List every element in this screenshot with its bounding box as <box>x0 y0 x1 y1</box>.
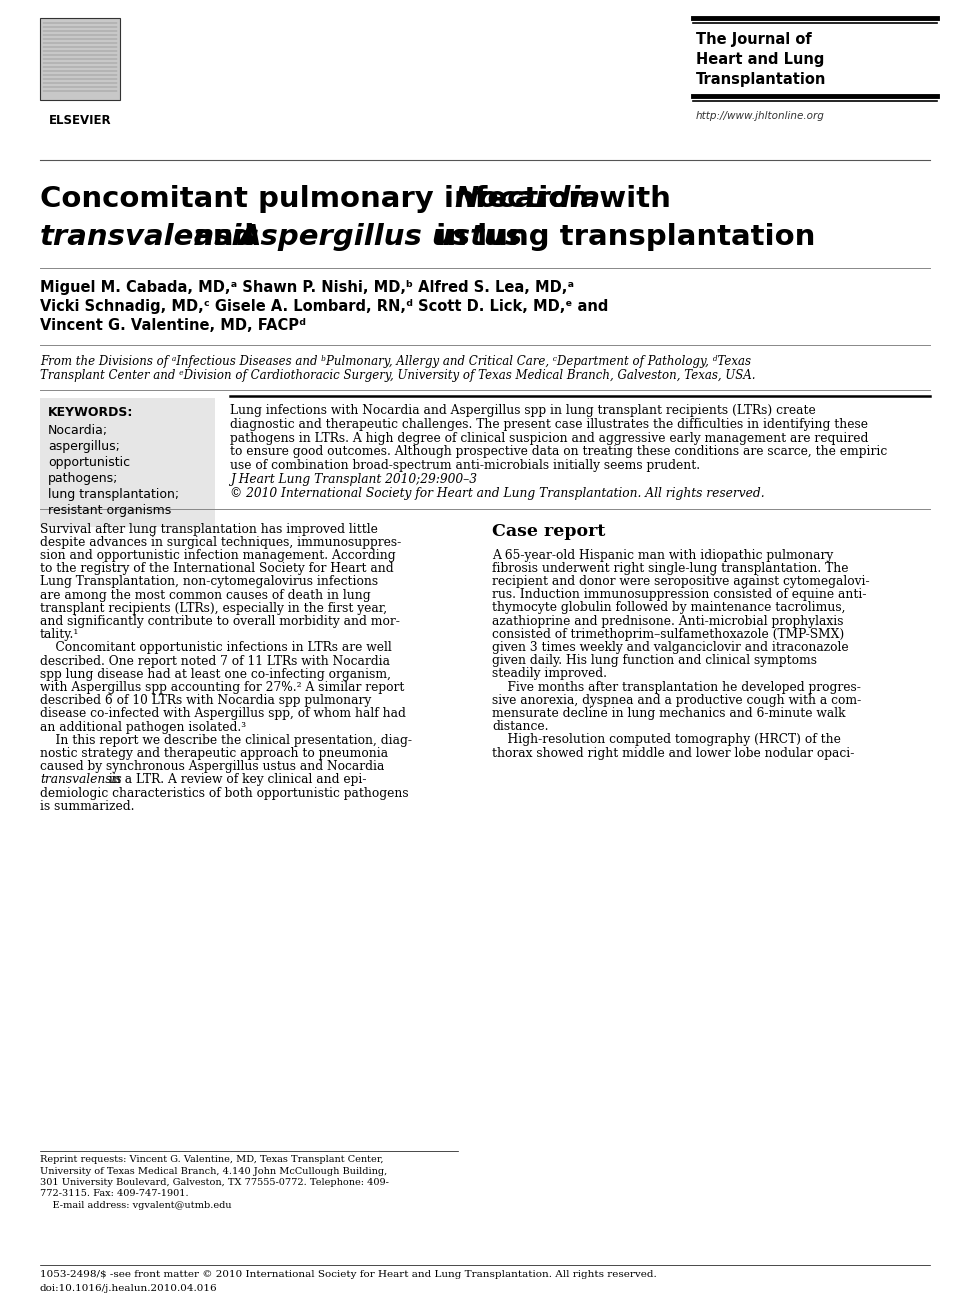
Text: recipient and donor were seropositive against cytomegalovi-: recipient and donor were seropositive ag… <box>492 576 869 589</box>
Text: transvalensis: transvalensis <box>40 223 260 251</box>
Text: are among the most common causes of death in lung: are among the most common causes of deat… <box>40 589 370 602</box>
Text: Vicki Schnadig, MD,ᶜ Gisele A. Lombard, RN,ᵈ Scott D. Lick, MD,ᵉ and: Vicki Schnadig, MD,ᶜ Gisele A. Lombard, … <box>40 299 608 315</box>
Text: Five months after transplantation he developed progres-: Five months after transplantation he dev… <box>492 681 861 693</box>
Text: and: and <box>183 223 265 251</box>
Text: with Aspergillus spp accounting for 27%.² A similar report: with Aspergillus spp accounting for 27%.… <box>40 681 404 694</box>
Text: spp lung disease had at least one co-infecting organism,: spp lung disease had at least one co-inf… <box>40 668 391 681</box>
Text: doi:10.1016/j.healun.2010.04.016: doi:10.1016/j.healun.2010.04.016 <box>40 1284 218 1293</box>
Text: steadily improved.: steadily improved. <box>492 667 607 680</box>
Text: caused by synchronous Aspergillus ustus and Nocardia: caused by synchronous Aspergillus ustus … <box>40 761 384 773</box>
Text: is summarized.: is summarized. <box>40 800 134 813</box>
Text: Lung Transplantation, non-cytomegalovirus infections: Lung Transplantation, non-cytomegaloviru… <box>40 576 378 589</box>
Text: sion and opportunistic infection management. According: sion and opportunistic infection managem… <box>40 549 396 562</box>
Text: J Heart Lung Transplant 2010;29:900–3: J Heart Lung Transplant 2010;29:900–3 <box>230 472 477 485</box>
Text: Aspergillus ustus: Aspergillus ustus <box>239 223 523 251</box>
Text: ELSEVIER: ELSEVIER <box>48 114 111 127</box>
Text: Concomitant opportunistic infections in LTRs are well: Concomitant opportunistic infections in … <box>40 641 392 654</box>
Text: University of Texas Medical Branch, 4.140 John McCullough Building,: University of Texas Medical Branch, 4.14… <box>40 1167 387 1176</box>
Text: distance.: distance. <box>492 720 548 733</box>
Text: nostic strategy and therapeutic approach to pneumonia: nostic strategy and therapeutic approach… <box>40 746 388 760</box>
Text: The Journal of: The Journal of <box>696 33 811 47</box>
Text: A 65-year-old Hispanic man with idiopathic pulmonary: A 65-year-old Hispanic man with idiopath… <box>492 548 834 561</box>
Text: mensurate decline in lung mechanics and 6-minute walk: mensurate decline in lung mechanics and … <box>492 707 845 720</box>
Text: Vincent G. Valentine, MD, FACPᵈ: Vincent G. Valentine, MD, FACPᵈ <box>40 318 306 333</box>
Text: pathogens in LTRs. A high degree of clinical suspicion and aggressive early mana: pathogens in LTRs. A high degree of clin… <box>230 432 868 445</box>
Text: demiologic characteristics of both opportunistic pathogens: demiologic characteristics of both oppor… <box>40 787 409 800</box>
Text: thorax showed right middle and lower lobe nodular opaci-: thorax showed right middle and lower lob… <box>492 746 855 760</box>
Text: transvalensis: transvalensis <box>40 774 122 787</box>
Text: diagnostic and therapeutic challenges. The present case illustrates the difficul: diagnostic and therapeutic challenges. T… <box>230 418 868 431</box>
Text: Nocardia;: Nocardia; <box>48 424 108 437</box>
Text: Heart and Lung: Heart and Lung <box>696 52 825 67</box>
FancyBboxPatch shape <box>40 18 120 100</box>
Text: Transplantation: Transplantation <box>696 72 827 87</box>
Text: Miguel M. Cabada, MD,ᵃ Shawn P. Nishi, MD,ᵇ Alfred S. Lea, MD,ᵃ: Miguel M. Cabada, MD,ᵃ Shawn P. Nishi, M… <box>40 281 574 295</box>
Text: to ensure good outcomes. Although prospective data on treating these conditions : to ensure good outcomes. Although prospe… <box>230 445 888 458</box>
Text: thymocyte globulin followed by maintenance tacrolimus,: thymocyte globulin followed by maintenan… <box>492 602 845 615</box>
Text: © 2010 International Society for Heart and Lung Transplantation. All rights rese: © 2010 International Society for Heart a… <box>230 487 765 500</box>
Text: in a LTR. A review of key clinical and epi-: in a LTR. A review of key clinical and e… <box>105 774 366 787</box>
Text: and significantly contribute to overall morbidity and mor-: and significantly contribute to overall … <box>40 615 400 628</box>
Text: described. One report noted 7 of 11 LTRs with Nocardia: described. One report noted 7 of 11 LTRs… <box>40 655 390 668</box>
Text: use of combination broad-spectrum anti-microbials initially seems prudent.: use of combination broad-spectrum anti-m… <box>230 459 700 472</box>
Text: Case report: Case report <box>492 522 605 539</box>
Text: rus. Induction immunosuppression consisted of equine anti-: rus. Induction immunosuppression consist… <box>492 589 866 602</box>
Text: given daily. His lung function and clinical symptoms: given daily. His lung function and clini… <box>492 654 817 667</box>
Text: tality.¹: tality.¹ <box>40 628 79 641</box>
Text: 772-3115. Fax: 409-747-1901.: 772-3115. Fax: 409-747-1901. <box>40 1189 189 1198</box>
Text: consisted of trimethoprim–sulfamethoxazole (TMP-SMX): consisted of trimethoprim–sulfamethoxazo… <box>492 628 844 641</box>
Text: From the Divisions of ᵃInfectious Diseases and ᵇPulmonary, Allergy and Critical : From the Divisions of ᵃInfectious Diseas… <box>40 355 751 368</box>
Text: given 3 times weekly and valganciclovir and itraconazole: given 3 times weekly and valganciclovir … <box>492 641 849 654</box>
Text: E-mail address: vgvalent@utmb.edu: E-mail address: vgvalent@utmb.edu <box>40 1201 232 1210</box>
Text: Reprint requests: Vincent G. Valentine, MD, Texas Transplant Center,: Reprint requests: Vincent G. Valentine, … <box>40 1155 384 1164</box>
Text: pathogens;: pathogens; <box>48 472 118 485</box>
Text: 1053-2498/$ -see front matter © 2010 International Society for Heart and Lung Tr: 1053-2498/$ -see front matter © 2010 Int… <box>40 1270 657 1279</box>
Text: transplant recipients (LTRs), especially in the first year,: transplant recipients (LTRs), especially… <box>40 602 387 615</box>
Text: resistant organisms: resistant organisms <box>48 504 171 517</box>
Text: azathioprine and prednisone. Anti-microbial prophylaxis: azathioprine and prednisone. Anti-microb… <box>492 615 843 628</box>
Text: an additional pathogen isolated.³: an additional pathogen isolated.³ <box>40 720 247 733</box>
Text: High-resolution computed tomography (HRCT) of the: High-resolution computed tomography (HRC… <box>492 733 841 746</box>
Text: 301 University Boulevard, Galveston, TX 77555-0772. Telephone: 409-: 301 University Boulevard, Galveston, TX … <box>40 1178 389 1188</box>
Text: sive anorexia, dyspnea and a productive cough with a com-: sive anorexia, dyspnea and a productive … <box>492 694 862 707</box>
Text: opportunistic: opportunistic <box>48 455 131 468</box>
Text: Survival after lung transplantation has improved little: Survival after lung transplantation has … <box>40 522 378 535</box>
Text: in lung transplantation: in lung transplantation <box>426 223 815 251</box>
Text: KEYWORDS:: KEYWORDS: <box>48 406 133 419</box>
Text: fibrosis underwent right single-lung transplantation. The: fibrosis underwent right single-lung tra… <box>492 561 848 574</box>
Text: to the registry of the International Society for Heart and: to the registry of the International Soc… <box>40 562 394 576</box>
Text: described 6 of 10 LTRs with Nocardia spp pulmonary: described 6 of 10 LTRs with Nocardia spp… <box>40 694 371 707</box>
Text: Concomitant pulmonary infection with: Concomitant pulmonary infection with <box>40 185 681 213</box>
Text: aspergillus;: aspergillus; <box>48 440 120 453</box>
Text: Nocardia: Nocardia <box>454 185 601 213</box>
Text: lung transplantation;: lung transplantation; <box>48 488 179 501</box>
Text: Lung infections with Nocardia and Aspergillus spp in lung transplant recipients : Lung infections with Nocardia and Asperg… <box>230 405 816 418</box>
FancyBboxPatch shape <box>40 398 215 527</box>
Text: In this report we describe the clinical presentation, diag-: In this report we describe the clinical … <box>40 733 412 746</box>
Text: http://www.jhltonline.org: http://www.jhltonline.org <box>696 111 825 121</box>
Text: Transplant Center and ᵉDivision of Cardiothoracic Surgery, University of Texas M: Transplant Center and ᵉDivision of Cardi… <box>40 369 755 382</box>
Text: disease co-infected with Aspergillus spp, of whom half had: disease co-infected with Aspergillus spp… <box>40 707 406 720</box>
Text: despite advances in surgical techniques, immunosuppres-: despite advances in surgical techniques,… <box>40 536 401 549</box>
